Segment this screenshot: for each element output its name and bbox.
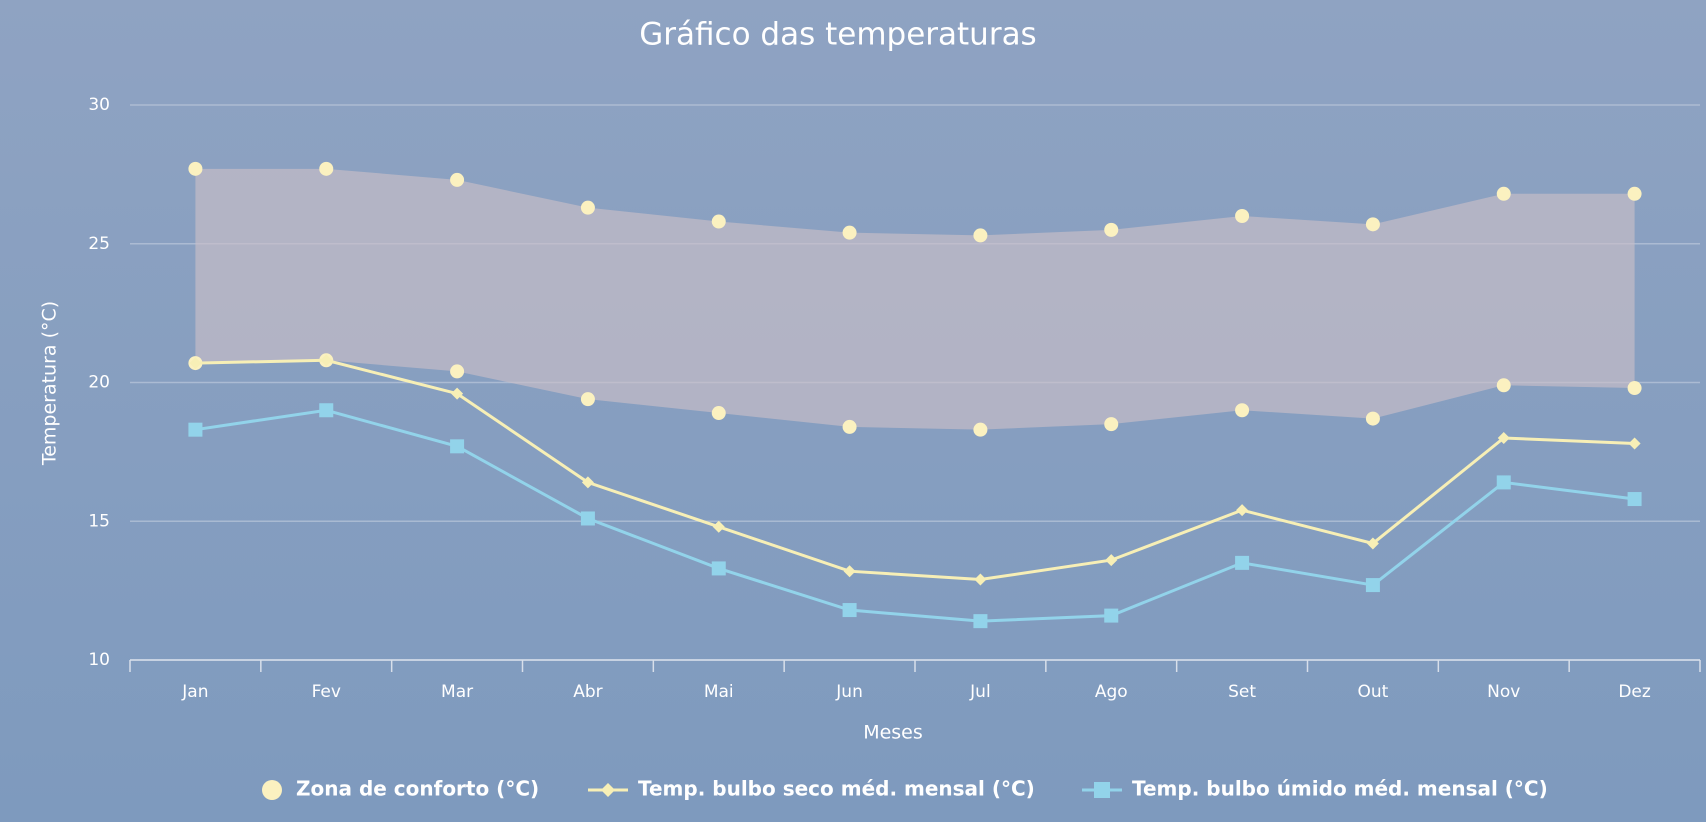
dry-bulb-point: [1366, 537, 1379, 550]
x-tick-label: Mai: [704, 682, 734, 702]
wet-bulb-point: [450, 439, 465, 454]
dry-bulb-point: [189, 357, 202, 370]
wet-bulb-point: [1365, 578, 1380, 593]
x-tick-label: Nov: [1487, 682, 1520, 702]
dry-bulb-point: [1628, 437, 1641, 450]
legend-label: Temp. bulbo seco méd. mensal (°C): [638, 777, 1035, 801]
wet-bulb-point: [319, 403, 334, 418]
comfort-point: [973, 422, 988, 437]
dry-bulb-point: [974, 573, 987, 586]
comfort-point: [842, 225, 857, 240]
series-line: [195, 408, 1635, 623]
comfort-point: [1496, 186, 1511, 201]
x-tick-label: Out: [1358, 682, 1389, 702]
comfort-point: [1496, 378, 1511, 393]
dry-bulb-point: [581, 476, 594, 489]
y-tick-label: 25: [88, 234, 110, 254]
x-tick-label: Fev: [312, 682, 341, 702]
legend-label: Zona de conforto (°C): [296, 777, 539, 801]
dry-bulb-point: [1497, 432, 1510, 444]
y-tick-label: 30: [88, 95, 110, 115]
series-line: [195, 358, 1635, 582]
x-tick-label: Jul: [969, 682, 991, 702]
comfort-point: [711, 406, 726, 421]
x-tick-label: Mar: [441, 682, 473, 702]
dry-bulb-point: [1236, 504, 1249, 517]
legend-marker: [601, 783, 615, 797]
x-tick-label: Dez: [1618, 682, 1651, 702]
comfort-point: [1627, 381, 1642, 396]
comfort-point: [580, 200, 595, 215]
dry-bulb-point: [1105, 554, 1118, 567]
comfort-point: [580, 392, 595, 407]
comfort-point: [1104, 417, 1119, 432]
comfort-point: [842, 419, 857, 434]
comfort-point: [1235, 209, 1250, 223]
comfort-point: [1365, 217, 1380, 232]
comfort-point: [1365, 411, 1380, 426]
comfort-point: [973, 228, 988, 243]
y-tick-label: 20: [88, 373, 110, 393]
comfort-point: [450, 364, 465, 379]
comfort-point: [450, 172, 465, 187]
x-axis-title: Meses: [863, 722, 923, 744]
dry-bulb-point: [843, 565, 856, 578]
chart-title: Gráfico das temperaturas: [639, 17, 1036, 53]
comfort-point: [1104, 222, 1119, 237]
legend-label: Temp. bulbo úmido méd. mensal (°C): [1132, 777, 1548, 801]
wet-bulb-point: [1627, 492, 1642, 507]
legend-marker: [1094, 782, 1110, 798]
wet-bulb-point: [973, 614, 988, 629]
wet-bulb-point: [1104, 608, 1119, 623]
x-tick-label: Ago: [1095, 682, 1128, 702]
wet-bulb-point: [188, 422, 203, 437]
wet-bulb-point: [1496, 475, 1511, 490]
comfort-band: [195, 168, 1635, 430]
x-tick-label: Abr: [573, 682, 602, 702]
dry-bulb-point: [451, 387, 464, 400]
y-tick-label: 10: [88, 650, 110, 670]
wet-bulb-point: [842, 603, 857, 618]
y-tick-label: 15: [88, 511, 110, 531]
wet-bulb-point: [1235, 555, 1250, 570]
dry-bulb-point: [320, 354, 333, 367]
dry-bulb-point: [712, 520, 725, 533]
comfort-point: [711, 214, 726, 229]
legend-marker: [262, 780, 282, 800]
comfort-point: [188, 161, 203, 176]
x-tick-label: Jun: [835, 682, 863, 702]
wet-bulb-point: [580, 511, 595, 526]
y-axis-title: Temperatura (°C): [39, 301, 61, 466]
x-tick-label: Jan: [181, 682, 208, 702]
comfort-point: [319, 161, 334, 176]
comfort-point: [1235, 403, 1250, 418]
wet-bulb-point: [711, 561, 726, 576]
comfort-point: [1627, 186, 1642, 201]
x-tick-label: Set: [1228, 682, 1256, 702]
